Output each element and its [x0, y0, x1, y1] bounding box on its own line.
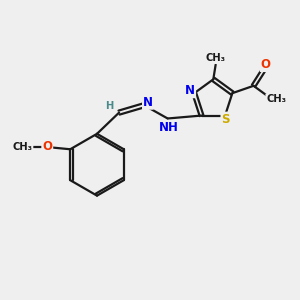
Text: N: N	[185, 84, 195, 97]
Text: O: O	[261, 58, 271, 71]
Text: O: O	[42, 140, 52, 153]
Text: H: H	[106, 101, 114, 111]
Text: CH₃: CH₃	[206, 53, 226, 63]
Text: CH₃: CH₃	[13, 142, 32, 152]
Text: NH: NH	[159, 121, 179, 134]
Text: S: S	[221, 112, 230, 126]
Text: CH₃: CH₃	[266, 94, 286, 104]
Text: N: N	[143, 96, 153, 109]
